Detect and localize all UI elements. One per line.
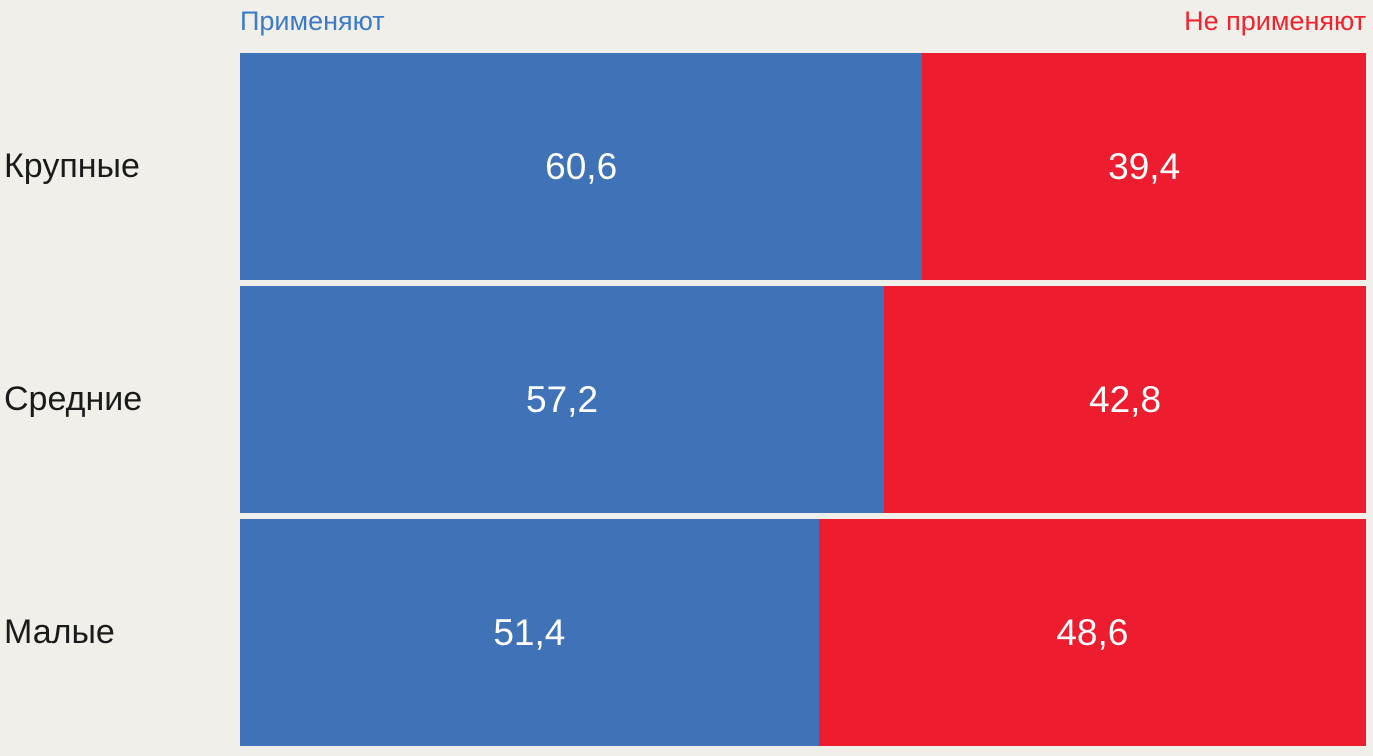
legend-item-apply: Применяют [240, 6, 385, 36]
bar-value-label: 57,2 [526, 378, 599, 420]
bar-track: 57,2 42,8 [240, 286, 1366, 513]
chart-row: Малые 51,4 48,6 [0, 519, 1373, 746]
legend-item-not-apply: Не применяют [1184, 6, 1366, 36]
bar-segment-not-apply: 42,8 [884, 286, 1366, 513]
bar-value-label: 60,6 [545, 145, 618, 187]
bar-segment-not-apply: 39,4 [922, 53, 1366, 280]
chart-row: Средние 57,2 42,8 [0, 286, 1373, 513]
bar-value-label: 48,6 [1056, 611, 1129, 653]
category-label: Средние [4, 380, 143, 418]
chart-rows: Крупные 60,6 39,4 Средние 57,2 42,8 Малые 51,4 4… [0, 53, 1373, 746]
chart-row: Крупные 60,6 39,4 [0, 53, 1373, 280]
category-label: Малые [4, 613, 115, 651]
bar-value-label: 39,4 [1108, 145, 1181, 187]
legend: Применяют Не применяют [240, 6, 1366, 46]
bar-segment-apply: 51,4 [240, 519, 819, 746]
bar-segment-apply: 57,2 [240, 286, 885, 513]
bar-value-label: 51,4 [493, 611, 566, 653]
bar-value-label: 42,8 [1089, 378, 1162, 420]
bar-track: 60,6 39,4 [240, 53, 1366, 280]
category-label: Крупные [4, 147, 140, 185]
bar-segment-apply: 60,6 [240, 53, 923, 280]
bar-track: 51,4 48,6 [240, 519, 1366, 746]
bar-segment-not-apply: 48,6 [818, 519, 1366, 746]
